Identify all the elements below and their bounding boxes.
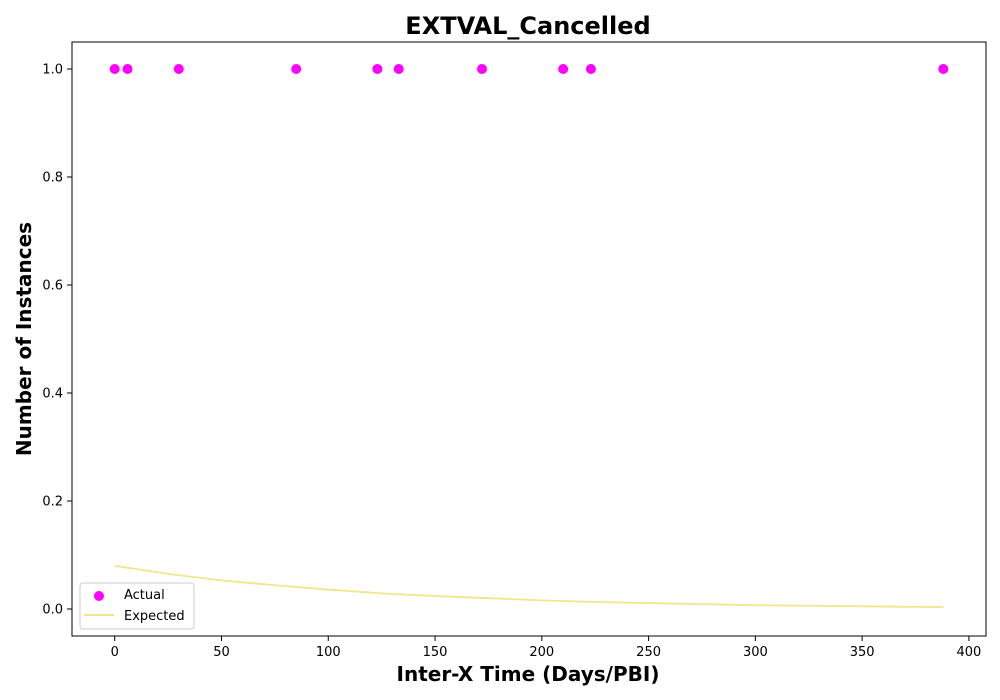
chart-marks — [109, 64, 949, 609]
y-tick-label: 0.2 — [42, 495, 63, 510]
series-expected-line — [114, 564, 944, 609]
data-point-actual — [291, 64, 302, 74]
x-tick-label: 50 — [213, 645, 230, 660]
data-point-actual — [109, 64, 120, 74]
legend-label-actual: Actual — [124, 588, 165, 603]
legend-marker-actual — [94, 591, 104, 601]
y-tick-label: 1.0 — [42, 63, 63, 78]
x-tick-label: 300 — [743, 645, 768, 660]
data-point-actual — [122, 64, 133, 74]
data-point-actual — [585, 64, 596, 74]
y-tick-label: 0.8 — [42, 171, 63, 186]
chart-title: EXTVAL_Cancelled — [405, 12, 650, 40]
x-tick-label: 400 — [957, 645, 982, 660]
y-tick-label: 0.4 — [42, 387, 63, 402]
x-tick-label: 250 — [636, 645, 661, 660]
x-tick-label: 200 — [529, 645, 554, 660]
plot-frame — [71, 41, 987, 637]
x-tick-label: 350 — [850, 645, 875, 660]
legend: Actual Expected — [79, 582, 195, 630]
y-tick-label: 0.6 — [42, 279, 63, 294]
plot-area — [72, 42, 986, 636]
data-point-actual — [173, 64, 184, 74]
y-axis-title: Number of Instances — [12, 222, 36, 456]
y-tick-label: 0.0 — [42, 603, 63, 618]
x-axis-title: Inter-X Time (Days/PBI) — [397, 662, 660, 686]
data-point-actual — [477, 64, 488, 74]
legend-label-expected: Expected — [124, 609, 185, 624]
data-point-actual — [393, 64, 404, 74]
axes: 0 50 100 150 200 250 300 350 400 0.0 0.2 0.4 0.6 0.8 1… — [42, 63, 981, 661]
x-tick-label: 100 — [316, 645, 341, 660]
data-point-actual — [558, 64, 569, 74]
data-point-actual — [938, 64, 949, 74]
data-point-actual — [372, 64, 383, 74]
x-tick-label: 150 — [423, 645, 448, 660]
x-tick-label: 0 — [111, 645, 119, 660]
legend-box — [79, 582, 195, 630]
